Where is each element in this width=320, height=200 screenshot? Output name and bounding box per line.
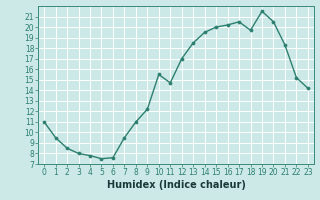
X-axis label: Humidex (Indice chaleur): Humidex (Indice chaleur) [107,180,245,190]
